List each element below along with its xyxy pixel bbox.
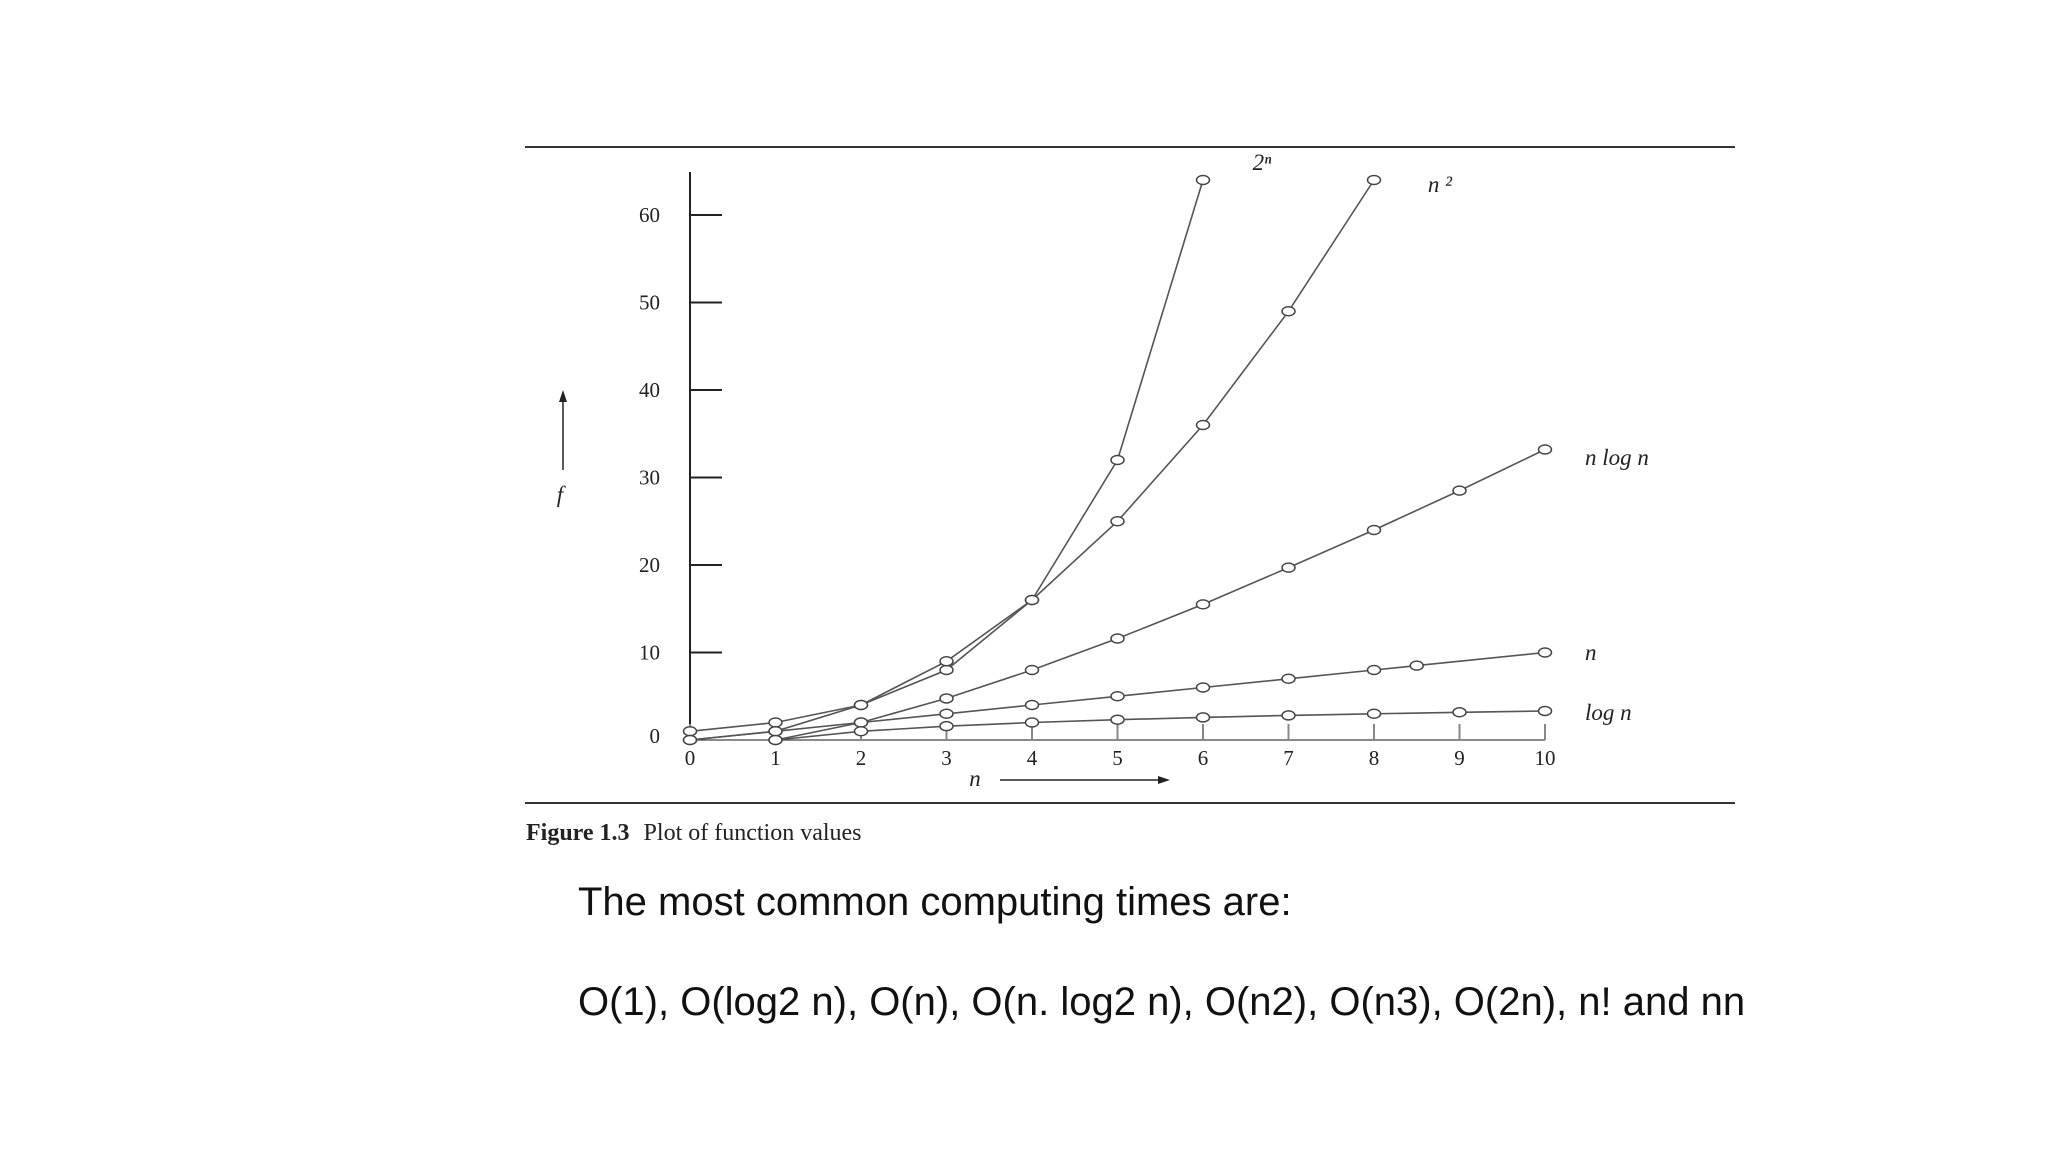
series-3-point-8 <box>1366 664 1382 676</box>
x-tick-label-1: 1 <box>770 746 781 770</box>
series-3-point-6 <box>1195 682 1211 693</box>
series-1-point-5 <box>1110 516 1125 527</box>
series-4-point-3 <box>1024 717 1040 728</box>
series-2-point-4 <box>1110 633 1125 644</box>
series-0-point-0 <box>682 726 698 737</box>
series-label-4: log n <box>1585 700 1632 725</box>
series-3-point-2 <box>853 717 869 728</box>
series-4-point-8 <box>1452 707 1467 718</box>
series-label-2: n log n <box>1585 445 1649 470</box>
x-tick-label-10: 10 <box>1535 746 1556 770</box>
y-axis-label: f <box>557 482 567 507</box>
series-2-point-5 <box>1195 599 1211 610</box>
caption-label: Figure 1.3 <box>526 820 630 846</box>
series-1-point-8 <box>1366 174 1382 186</box>
body-text-line-2: O(1), O(log2 n), O(n), O(n. log2 n), O(n… <box>578 980 1746 1024</box>
series-label-3: n <box>1585 640 1597 665</box>
series-0-point-3 <box>939 664 954 676</box>
series-3-point-5 <box>1110 691 1125 702</box>
series-0-point-6 <box>1195 174 1211 186</box>
series-label-1: n ² <box>1428 172 1453 197</box>
series-1-point-2 <box>853 699 869 711</box>
series-0-point-5 <box>1110 454 1125 466</box>
series-4-point-6 <box>1281 710 1296 721</box>
series-3-point-1 <box>768 726 783 737</box>
series-4-point-2 <box>939 720 954 732</box>
x-tick-label-7: 7 <box>1283 746 1294 770</box>
series-1-point-4 <box>1024 594 1040 606</box>
bottom-rule <box>525 802 1735 804</box>
top-rule <box>525 146 1735 148</box>
y-tick-label-10: 10 <box>639 640 660 664</box>
series-1-point-3 <box>939 656 954 667</box>
series-3-point-10 <box>1537 647 1553 658</box>
series-1-point-6 <box>1195 419 1211 431</box>
series-line-2 <box>775 448 1546 741</box>
x-tick-label-8: 8 <box>1369 746 1380 770</box>
series-2-point-3 <box>1024 664 1040 676</box>
series-4-point-7 <box>1366 708 1382 719</box>
series-3-point-0 <box>682 734 698 746</box>
series-2-point-9 <box>1537 444 1553 455</box>
series-1-point-7 <box>1281 306 1296 317</box>
series-2-point-7 <box>1366 524 1382 536</box>
figure-caption: Figure 1.3 Plot of function values <box>526 820 862 847</box>
y-tick-label-50: 50 <box>639 290 660 314</box>
series-3-point-7 <box>1281 673 1296 684</box>
series-4-point-4 <box>1110 714 1125 725</box>
y-tick-label-30: 30 <box>639 465 660 489</box>
series-line-4 <box>775 710 1546 741</box>
series-0-point-1 <box>768 717 783 728</box>
y-tick-label-0: 0 <box>650 724 661 748</box>
series-label-0: 2ⁿ <box>1253 150 1273 175</box>
y-tick-label-60: 60 <box>639 203 660 227</box>
series-3-point-9 <box>1409 660 1424 671</box>
series-2-point-6 <box>1281 562 1296 573</box>
series-4-point-1 <box>853 726 869 737</box>
y-axis-arrowhead <box>559 390 567 402</box>
x-tick-label-9: 9 <box>1454 746 1465 770</box>
x-tick-label-6: 6 <box>1198 746 1209 770</box>
series-3-point-4 <box>1024 699 1040 711</box>
x-axis-arrowhead <box>1158 776 1170 784</box>
x-tick-label-4: 4 <box>1027 746 1038 770</box>
x-tick-label-5: 5 <box>1112 746 1123 770</box>
series-line-1 <box>689 179 1375 741</box>
y-tick-label-40: 40 <box>639 378 660 402</box>
x-tick-label-3: 3 <box>941 746 952 770</box>
series-4-point-5 <box>1195 712 1211 723</box>
series-2-point-8 <box>1452 485 1467 496</box>
series-2-point-2 <box>939 693 954 704</box>
x-tick-label-0: 0 <box>685 746 696 770</box>
series-line-0 <box>689 179 1204 733</box>
caption-text: Plot of function values <box>643 820 862 846</box>
body-text-line-1: The most common computing times are: <box>578 880 1292 924</box>
x-axis-label: n <box>969 766 981 791</box>
series-4-point-9 <box>1537 705 1553 717</box>
series-4-point-0 <box>768 734 783 746</box>
y-tick-label-20: 20 <box>639 553 660 577</box>
x-tick-label-2: 2 <box>856 746 867 770</box>
series-3-point-3 <box>939 708 954 719</box>
